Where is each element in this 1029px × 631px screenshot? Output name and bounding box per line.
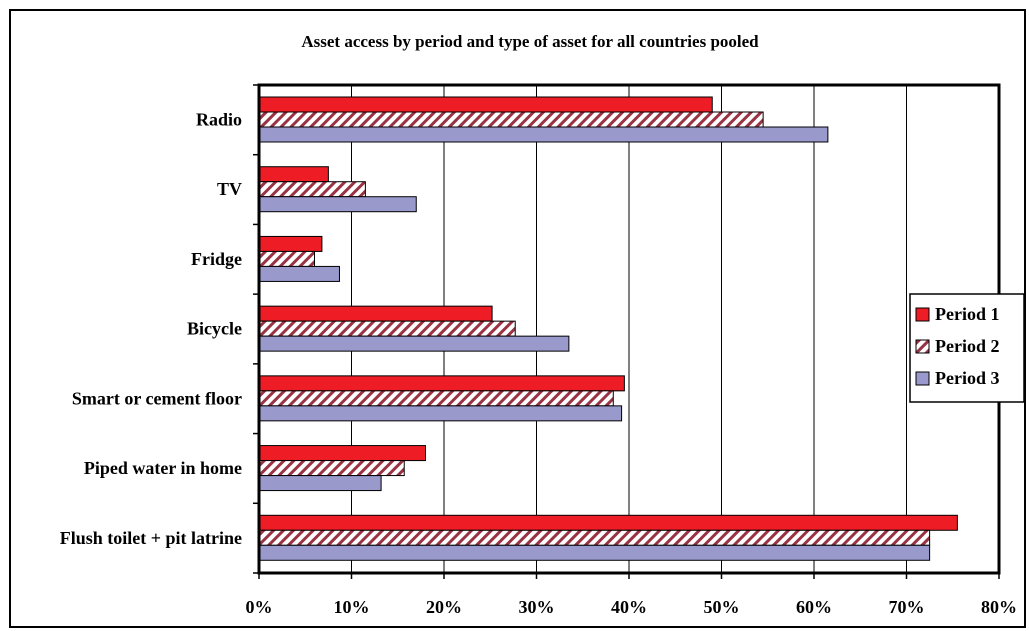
category-label: Bicycle <box>187 319 242 339</box>
bar-period-1 <box>258 166 329 183</box>
bar-period-3 <box>258 335 570 352</box>
bar-period-2 <box>258 460 405 477</box>
bar-period-3 <box>258 196 417 213</box>
x-tick-label: 40% <box>611 597 647 617</box>
bar-period-1 <box>258 96 713 113</box>
legend-label: Period 3 <box>935 368 1000 388</box>
legend-swatch <box>915 339 930 354</box>
x-tick-label: 0% <box>246 597 273 617</box>
x-tick-label: 10% <box>334 597 370 617</box>
bar-period-2 <box>258 529 931 546</box>
category-label: Smart or cement floor <box>72 388 242 408</box>
bar-period-2 <box>258 320 516 337</box>
bar-period-2 <box>258 250 315 267</box>
bar-period-3 <box>258 475 382 492</box>
x-tick-label: 20% <box>426 597 462 617</box>
x-tick-label: 50% <box>704 597 740 617</box>
category-label: TV <box>217 179 242 199</box>
category-label: Piped water in home <box>84 458 242 478</box>
legend-swatch <box>915 307 930 322</box>
category-label: Radio <box>196 110 242 130</box>
bar-period-3 <box>258 405 623 422</box>
legend-swatch <box>915 371 930 386</box>
bar-period-2 <box>258 111 764 128</box>
bar-period-1 <box>258 514 958 531</box>
bar-period-1 <box>258 445 426 462</box>
legend-label: Period 2 <box>935 336 1000 356</box>
bar-period-1 <box>258 235 323 252</box>
bar-period-1 <box>258 375 625 392</box>
x-tick-label: 80% <box>981 597 1017 617</box>
category-label: Fridge <box>191 249 242 269</box>
legend-label: Period 1 <box>935 304 1000 324</box>
x-tick-label: 70% <box>889 597 925 617</box>
plot-area: 0% 10% 20% 30% 40% 50% 60% 70% 80% Radio TV Fridge B… <box>60 83 1017 617</box>
bar-period-1 <box>258 305 493 322</box>
legend: Period 1 Period 2 Period 3 <box>909 293 1025 403</box>
chart-title: Asset access by period and type of asset… <box>301 32 759 51</box>
bar-period-2 <box>258 181 366 198</box>
x-tick-label: 60% <box>796 597 832 617</box>
bar-period-3 <box>258 126 829 143</box>
bar-period-2 <box>258 390 614 407</box>
bar-period-3 <box>258 265 340 282</box>
x-tick-label: 30% <box>519 597 555 617</box>
bar-period-3 <box>258 544 931 561</box>
category-label: Flush toilet + pit latrine <box>60 528 242 548</box>
